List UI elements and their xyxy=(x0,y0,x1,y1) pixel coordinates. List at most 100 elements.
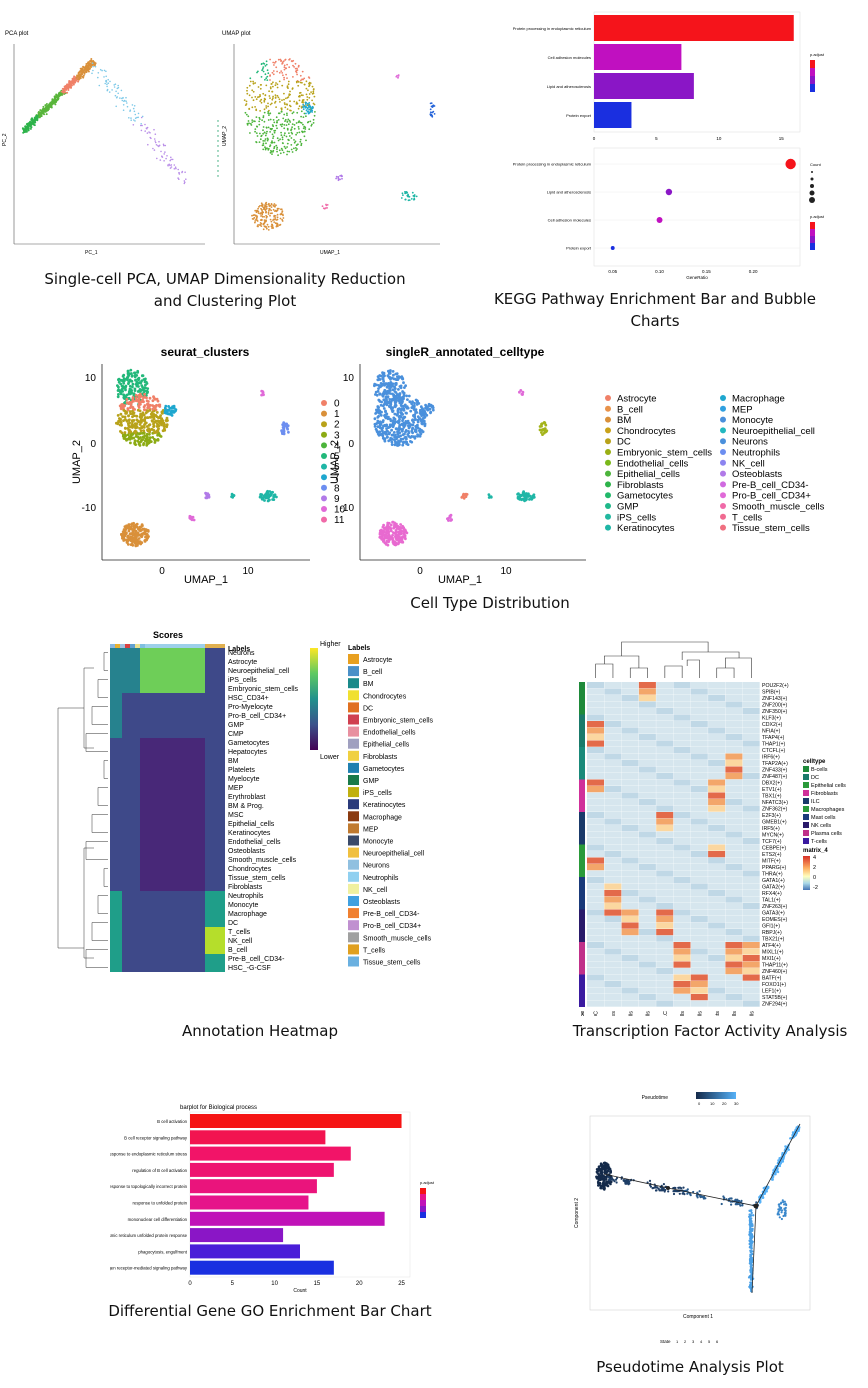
pseudo-point xyxy=(602,1164,606,1167)
umap-point xyxy=(392,416,396,420)
go-bar-label: phagocytosis, engulfment xyxy=(138,1249,188,1254)
umap-point xyxy=(256,225,259,228)
tf-cell xyxy=(742,766,760,773)
pca-point xyxy=(97,72,100,74)
tf-cell xyxy=(725,1000,743,1007)
umap-point xyxy=(389,419,393,423)
tf-cell xyxy=(656,968,674,975)
umap-point xyxy=(292,111,295,113)
singler-legend-dot xyxy=(720,438,726,445)
umap-point xyxy=(262,129,264,132)
caption-kegg: KEGG Pathway Enrichment Bar and Bubble C… xyxy=(493,290,817,330)
heatmap-cell xyxy=(110,891,122,900)
heatmap-row-labels: NeuronsAstrocyteNeuroepithelial_celliPS_… xyxy=(228,650,299,972)
umap-point xyxy=(274,205,276,208)
umap-point xyxy=(395,75,398,78)
pca-point xyxy=(65,88,68,91)
umap-point xyxy=(464,494,467,498)
umap-point xyxy=(267,225,270,228)
umap-point xyxy=(431,406,435,410)
pca-point xyxy=(99,68,102,71)
umap-point xyxy=(277,139,280,142)
tf-cell xyxy=(621,981,639,988)
tf-cell xyxy=(673,799,691,806)
umap-point xyxy=(274,60,277,63)
umap-point xyxy=(130,523,134,526)
tf-cell xyxy=(621,896,639,903)
tf-cell xyxy=(621,916,639,923)
tf-cell xyxy=(604,981,622,988)
umap-point xyxy=(429,111,432,114)
tf-scale-tick: 0 xyxy=(813,875,816,881)
pca-point xyxy=(83,72,86,74)
heatmap-cell xyxy=(110,873,122,882)
tf-row-label: ZNF433(+) xyxy=(762,768,787,774)
umap-point xyxy=(416,433,419,437)
heatmap-legend-label: MEP xyxy=(363,826,379,833)
kegg-bubble-label: Protein export xyxy=(566,246,592,251)
tf-cell xyxy=(587,740,604,747)
go-xtick: 15 xyxy=(314,1281,321,1287)
tf-cell xyxy=(587,961,604,968)
tf-row-label: MYCN(+) xyxy=(762,833,784,839)
tf-cell xyxy=(690,955,708,962)
go-bar xyxy=(190,1228,284,1243)
seurat-legend-dot xyxy=(321,431,327,438)
heatmap-annotation-cell xyxy=(125,644,130,648)
tf-cell xyxy=(690,948,708,955)
tf-cell xyxy=(587,916,604,923)
tf-cell xyxy=(673,825,691,832)
umap-point xyxy=(283,127,286,130)
umap-point xyxy=(418,411,422,415)
tf-cell xyxy=(621,838,639,845)
tf-cell xyxy=(673,935,691,942)
tf-cell xyxy=(638,1000,656,1007)
umap-point xyxy=(120,403,123,406)
pca-point xyxy=(134,120,136,122)
umap-point xyxy=(267,72,270,75)
umap-point xyxy=(398,396,402,400)
umap-point xyxy=(273,62,276,64)
heatmap-cell xyxy=(122,783,133,792)
umap-point xyxy=(270,206,273,209)
pca-point xyxy=(160,150,162,153)
kegg-bubble-xtick: 0.10 xyxy=(655,269,664,274)
umap-point xyxy=(283,113,286,116)
pca-point xyxy=(153,128,155,131)
tf-cell xyxy=(673,851,691,858)
umap-point xyxy=(401,535,404,538)
heatmap-annotation-cell xyxy=(145,644,205,648)
umap-point xyxy=(390,437,394,441)
tf-cell xyxy=(587,682,604,689)
umap-point xyxy=(385,424,388,428)
tf-cell xyxy=(673,740,691,747)
pseudo-point xyxy=(776,1170,780,1174)
tf-row-label: TBX21(+) xyxy=(762,937,785,943)
umap-point xyxy=(217,125,219,127)
tf-cell xyxy=(604,682,622,689)
umap-point xyxy=(246,86,249,89)
umap-point xyxy=(288,150,291,153)
umap-point xyxy=(306,121,309,124)
umap-point xyxy=(248,122,250,125)
umap-point xyxy=(296,67,298,70)
pseudo-point xyxy=(673,1186,676,1189)
tf-row-label: E2F3(+) xyxy=(762,813,781,819)
umap-point xyxy=(280,430,284,434)
tf-cell xyxy=(587,922,604,929)
pca-point xyxy=(56,95,59,98)
tf-cell xyxy=(587,831,604,838)
umap-point xyxy=(431,105,433,108)
singler-legend-label: Embryonic_stem_cells xyxy=(617,448,712,459)
pca-point xyxy=(35,114,38,117)
pca-point xyxy=(147,143,149,146)
umap-point xyxy=(381,404,385,408)
heatmap-dendro-branch xyxy=(103,652,108,671)
umap-ytick: 0 xyxy=(90,439,96,450)
pca-point xyxy=(123,99,126,102)
tf-cell xyxy=(708,818,726,825)
tf-cell xyxy=(742,701,760,708)
pseudo-point xyxy=(607,1167,611,1171)
umap-point xyxy=(151,436,155,439)
pca-point xyxy=(175,167,177,170)
